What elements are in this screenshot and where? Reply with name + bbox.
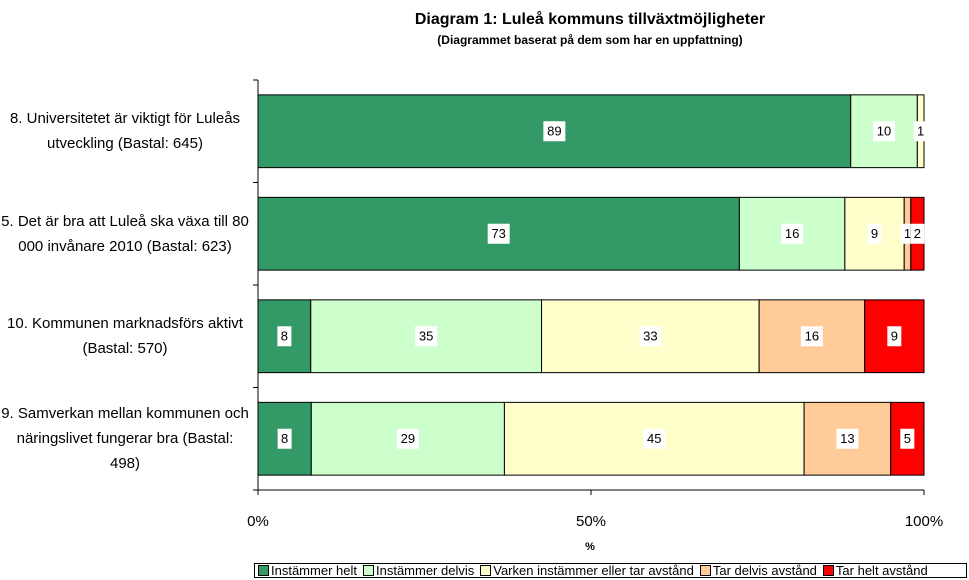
legend-item: Tar helt avstånd [822, 563, 928, 578]
value-label-bg [910, 223, 925, 244]
value-label: 16 [805, 329, 819, 344]
value-label-bg [800, 326, 823, 347]
legend-swatch [822, 565, 834, 576]
value-label-bg [277, 326, 292, 347]
value-label-bg [781, 223, 804, 244]
legend-swatch [258, 565, 269, 576]
y-tick-label: 10. Kommunen marknadsförs aktivt (Bastal… [7, 315, 243, 358]
value-label-bg [900, 428, 915, 449]
x-axis-label: % [585, 541, 595, 553]
value-label: 5 [904, 431, 911, 446]
value-label: 1 [904, 226, 911, 241]
value-label: 16 [785, 226, 799, 241]
legend-swatch [699, 565, 711, 576]
legend-item: Varken instämmer eller tar avstånd [480, 563, 694, 578]
value-label: 9 [891, 329, 898, 344]
legend-swatch [362, 565, 374, 576]
x-tick-label: 50% [576, 513, 606, 530]
value-label-bg [543, 121, 566, 142]
value-label: 73 [491, 226, 505, 241]
value-label-bg [643, 428, 666, 449]
value-label: 10 [877, 124, 891, 139]
x-tick-label: 100% [905, 513, 943, 530]
value-label-bg [836, 428, 859, 449]
value-label: 29 [401, 431, 415, 446]
value-label-bg [277, 428, 292, 449]
legend: Instämmer helt Instämmer delvis Varken ins… [254, 563, 967, 578]
y-tick-label: 9. Samverkan mellan kommunen och närings… [1, 405, 249, 473]
x-tick-label: 0% [247, 513, 269, 530]
value-label-bg [396, 428, 419, 449]
y-tick-label: 5. Det är bra att Luleå ska växa till 80… [1, 212, 249, 255]
value-label-bg [487, 223, 510, 244]
value-label-bg [913, 121, 928, 142]
value-label: 8 [281, 329, 288, 344]
chart-subtitle: (Diagrammet baserat på dem som har en up… [437, 33, 742, 47]
value-label-bg [639, 326, 662, 347]
legend-label: Tar delvis avstånd [712, 563, 817, 578]
value-label-bg [415, 326, 438, 347]
value-label: 89 [547, 124, 561, 139]
legend-label: Tar helt avstånd [835, 563, 928, 578]
value-label: 2 [914, 226, 921, 241]
legend-swatch [480, 565, 492, 576]
legend-item: Instämmer delvis [362, 563, 475, 578]
value-label: 33 [643, 329, 657, 344]
value-label: 9 [871, 226, 878, 241]
value-label-bg [887, 326, 902, 347]
y-tick-label: 8. Universitetet är viktigt för Luleås u… [9, 110, 241, 153]
value-label-bg [873, 121, 896, 142]
legend-item: Tar delvis avstånd [699, 563, 817, 578]
legend-label: Instämmer helt [271, 563, 357, 578]
value-label: 8 [281, 431, 288, 446]
value-label: 45 [647, 431, 661, 446]
value-label: 13 [840, 431, 854, 446]
value-label: 35 [419, 329, 433, 344]
chart-title: Diagram 1: Luleå kommuns tillväxtmöjligh… [415, 10, 765, 28]
legend-label: Varken instämmer eller tar avstånd [493, 563, 694, 578]
legend-item: Instämmer helt [258, 563, 357, 578]
value-label: 1 [917, 124, 924, 139]
value-label-bg [867, 223, 882, 244]
legend-label: Instämmer delvis [375, 563, 475, 578]
